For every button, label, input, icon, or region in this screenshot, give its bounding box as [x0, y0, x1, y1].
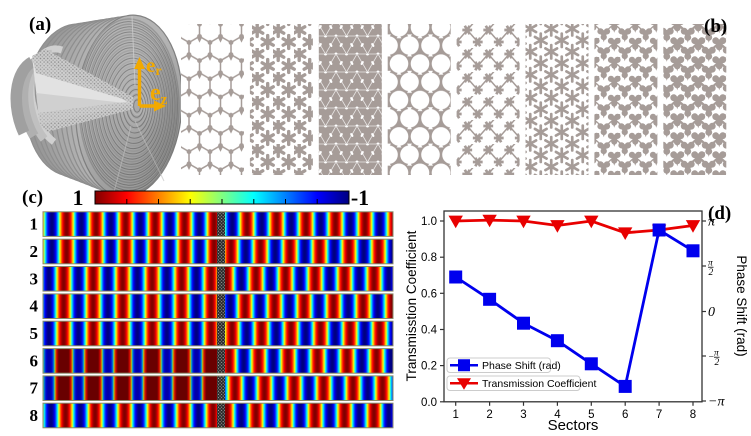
svg-text:1.0: 1.0: [421, 216, 437, 228]
svg-text:0: 0: [708, 305, 715, 320]
svg-text:Transmission Coefficient: Transmission Coefficient: [482, 378, 596, 390]
svg-text:0.2: 0.2: [421, 361, 437, 373]
svg-text:0.6: 0.6: [421, 288, 437, 300]
svg-text:2: 2: [30, 242, 39, 261]
svg-text:π: π: [708, 215, 716, 230]
svg-text:8: 8: [30, 406, 39, 425]
svg-text:1: 1: [73, 185, 84, 210]
svg-text:Transmisstion Coefficient: Transmisstion Coefficient: [404, 230, 419, 381]
svg-text:2: 2: [486, 409, 492, 421]
svg-text:5: 5: [588, 409, 594, 421]
svg-text:Phase Shift (rad): Phase Shift (rad): [734, 255, 749, 356]
svg-text:5: 5: [30, 324, 39, 343]
svg-text:(d): (d): [708, 203, 731, 224]
svg-text:π: π: [708, 259, 713, 269]
svg-text:7: 7: [30, 379, 39, 398]
svg-text:Sectors: Sectors: [548, 417, 599, 434]
svg-text:1: 1: [30, 215, 39, 234]
svg-text:6: 6: [30, 351, 39, 370]
svg-text:(b): (b): [704, 16, 727, 37]
svg-text:−π: −π: [708, 395, 725, 410]
svg-text:(c): (c): [22, 187, 43, 208]
svg-text:(a): (a): [29, 14, 51, 35]
svg-text:7: 7: [656, 409, 662, 421]
svg-text:Phase Shift (rad): Phase Shift (rad): [482, 360, 561, 372]
svg-text:0.4: 0.4: [421, 325, 438, 337]
svg-text:3: 3: [520, 409, 526, 421]
svg-text:2: 2: [709, 268, 714, 278]
svg-text:0.0: 0.0: [421, 397, 437, 409]
svg-text:6: 6: [622, 409, 628, 421]
svg-text:-1: -1: [351, 185, 369, 210]
svg-text:4: 4: [30, 297, 39, 316]
svg-text:3: 3: [30, 269, 39, 288]
svg-text:4: 4: [554, 409, 561, 421]
svg-text:2: 2: [715, 358, 720, 368]
svg-text:0.8: 0.8: [421, 252, 437, 264]
svg-text:π: π: [714, 349, 719, 359]
svg-text:−: −: [708, 353, 714, 363]
svg-text:8: 8: [690, 409, 696, 421]
svg-text:1: 1: [452, 409, 458, 421]
